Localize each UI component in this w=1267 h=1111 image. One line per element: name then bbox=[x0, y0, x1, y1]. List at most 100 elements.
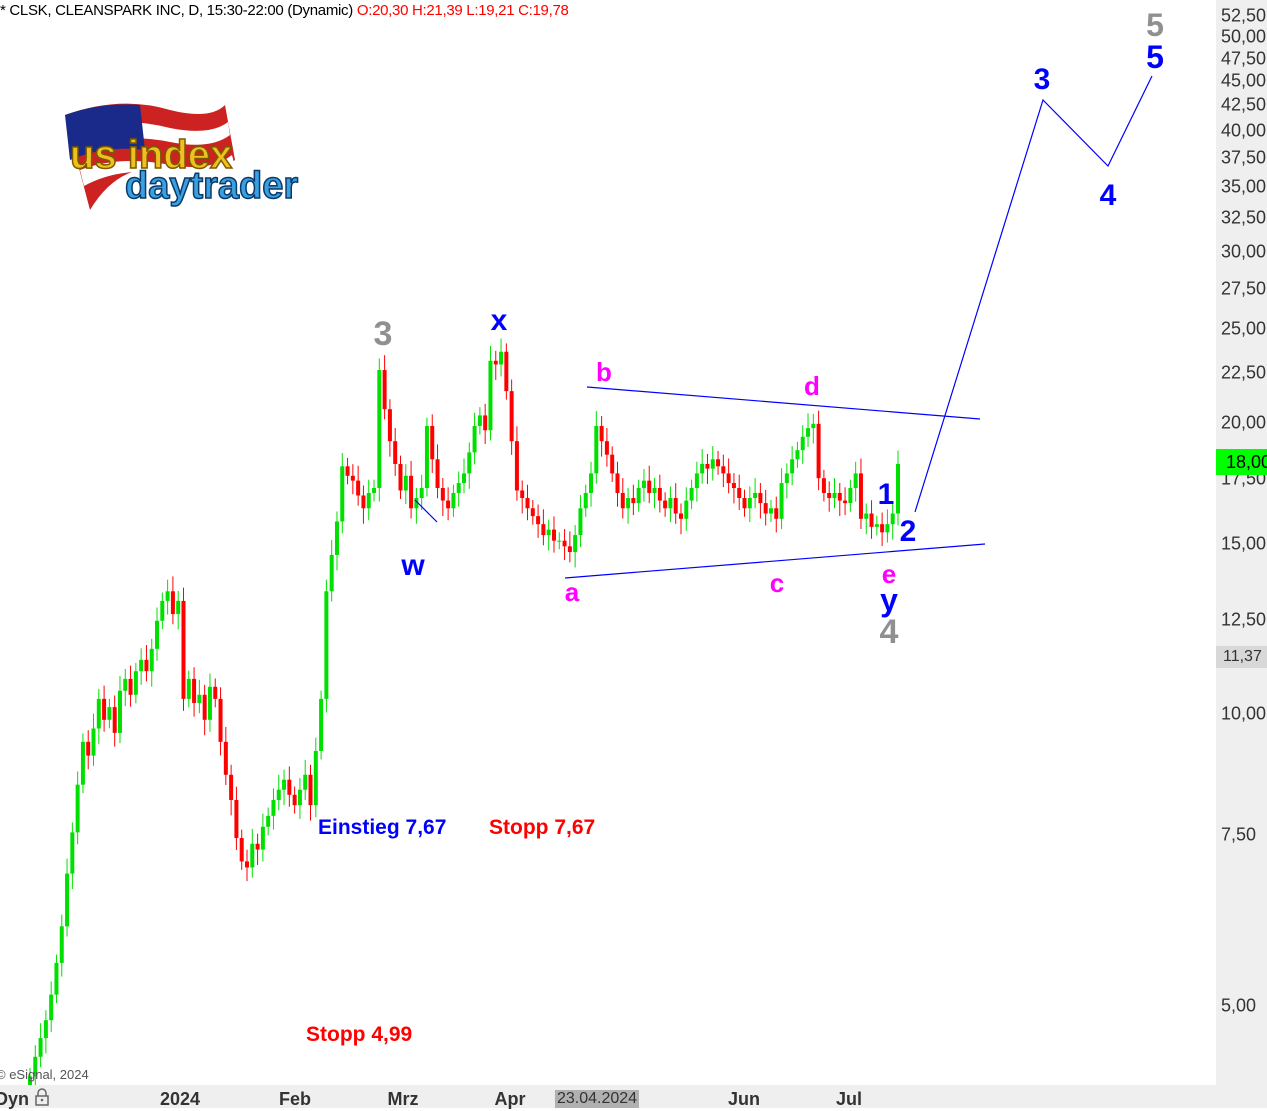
candle bbox=[467, 442, 472, 489]
candle bbox=[435, 444, 440, 499]
price-tick: 22,50 bbox=[1221, 362, 1267, 383]
candle bbox=[768, 499, 773, 523]
candle bbox=[716, 450, 721, 475]
candle-body bbox=[488, 360, 493, 431]
wave-label-blue-2: 2 bbox=[899, 515, 917, 548]
candle-body bbox=[75, 784, 80, 833]
candle-body bbox=[753, 492, 758, 499]
candle-body bbox=[525, 498, 530, 509]
candle bbox=[218, 687, 223, 756]
candle-body bbox=[80, 741, 85, 785]
candle-body bbox=[731, 483, 736, 488]
candle bbox=[726, 458, 731, 494]
stop-note-1: Stopp 7,67 bbox=[489, 816, 596, 839]
candle bbox=[117, 675, 122, 744]
candle-body bbox=[774, 508, 779, 519]
candle-body bbox=[668, 498, 673, 509]
candle-body bbox=[255, 843, 260, 850]
candle-body bbox=[858, 473, 863, 519]
candle bbox=[652, 478, 657, 509]
candle bbox=[59, 914, 64, 977]
candle-body bbox=[49, 994, 54, 1021]
candle-body bbox=[726, 473, 731, 484]
candle-body bbox=[768, 508, 773, 514]
candle bbox=[790, 446, 795, 486]
candle-body bbox=[451, 492, 456, 509]
candle bbox=[329, 540, 334, 602]
price-tick: 45,00 bbox=[1221, 70, 1267, 91]
candle bbox=[869, 500, 874, 539]
candle-body bbox=[43, 1020, 48, 1039]
candle bbox=[96, 688, 101, 744]
marker-price-label: 11,37 bbox=[1216, 646, 1267, 668]
candle bbox=[102, 685, 107, 732]
candle-body bbox=[705, 463, 710, 469]
candle-body bbox=[176, 600, 181, 615]
candle-body bbox=[276, 789, 281, 800]
candle-body bbox=[409, 475, 414, 509]
candle-body bbox=[583, 492, 588, 509]
candle bbox=[483, 403, 488, 444]
candle bbox=[144, 644, 149, 682]
candle bbox=[858, 458, 863, 530]
dyn-label[interactable]: Dyn bbox=[0, 1089, 30, 1109]
price-tick: 27,50 bbox=[1221, 278, 1267, 299]
candle bbox=[816, 410, 821, 491]
wave-label-blue-5: 5 bbox=[1146, 39, 1164, 75]
candle bbox=[292, 786, 297, 814]
candle-body bbox=[520, 490, 525, 499]
candle bbox=[387, 399, 392, 457]
candle bbox=[229, 764, 234, 816]
candle-body bbox=[742, 498, 747, 509]
candle bbox=[573, 525, 578, 568]
candle-body bbox=[133, 671, 138, 695]
candle-body bbox=[874, 524, 879, 527]
candle-body bbox=[652, 487, 657, 493]
candle bbox=[567, 531, 572, 563]
candle-body bbox=[869, 513, 874, 527]
candle bbox=[800, 425, 805, 464]
candle-body bbox=[615, 473, 620, 493]
candle bbox=[350, 464, 355, 495]
candle-body bbox=[885, 524, 890, 533]
candle bbox=[504, 343, 509, 400]
candle bbox=[176, 590, 181, 630]
candle bbox=[245, 849, 249, 882]
candle-body bbox=[710, 459, 715, 469]
candle bbox=[366, 479, 371, 521]
candle bbox=[86, 730, 91, 770]
candle bbox=[784, 463, 789, 499]
logo-text-us-index: us index bbox=[70, 133, 232, 177]
price-axis[interactable] bbox=[1216, 0, 1267, 1085]
candle-body bbox=[287, 779, 292, 795]
candle-body bbox=[567, 546, 572, 553]
stop-note-2: Stopp 4,99 bbox=[306, 1023, 413, 1046]
candle bbox=[462, 458, 466, 494]
candle bbox=[779, 468, 784, 530]
candle bbox=[192, 667, 197, 717]
candle bbox=[440, 478, 445, 516]
candle-body bbox=[350, 475, 355, 481]
candle bbox=[43, 1010, 48, 1054]
price-tick: 40,00 bbox=[1221, 120, 1267, 141]
candle-body bbox=[763, 503, 768, 514]
candle-body bbox=[477, 415, 482, 426]
candle-body bbox=[800, 436, 805, 451]
candle-body bbox=[393, 441, 398, 464]
candle bbox=[239, 829, 244, 870]
candle bbox=[557, 532, 562, 550]
candle bbox=[684, 487, 689, 531]
candle-body bbox=[557, 540, 562, 542]
lock-icon[interactable] bbox=[35, 1088, 49, 1106]
candle bbox=[170, 576, 175, 625]
candle bbox=[721, 454, 726, 488]
price-tick: 42,50 bbox=[1221, 94, 1267, 115]
candle bbox=[536, 504, 541, 538]
candle-body bbox=[91, 728, 96, 756]
candle bbox=[530, 499, 535, 525]
candle-body bbox=[467, 452, 472, 474]
candle bbox=[668, 486, 673, 522]
candle-body bbox=[827, 492, 832, 499]
candle-body bbox=[811, 423, 816, 429]
candle bbox=[837, 482, 842, 516]
